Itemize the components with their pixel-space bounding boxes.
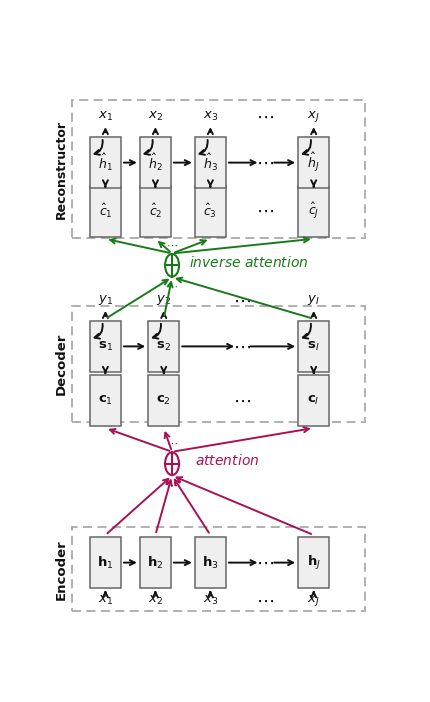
Text: $\cdots$: $\cdots$ xyxy=(233,392,251,409)
FancyBboxPatch shape xyxy=(195,186,226,237)
Text: $x_{2}$: $x_{2}$ xyxy=(148,110,163,124)
Text: $\mathbf{h}_2$: $\mathbf{h}_2$ xyxy=(147,555,164,571)
Text: $\hat{c}_J$: $\hat{c}_J$ xyxy=(308,201,319,221)
FancyBboxPatch shape xyxy=(90,321,121,372)
FancyBboxPatch shape xyxy=(90,375,121,426)
FancyBboxPatch shape xyxy=(90,537,121,588)
FancyBboxPatch shape xyxy=(148,375,179,426)
Text: $x_{3}$: $x_{3}$ xyxy=(203,110,218,124)
Text: $y_{2}$: $y_{2}$ xyxy=(156,293,171,307)
Text: $\cdots$: $\cdots$ xyxy=(256,202,274,220)
Text: $x_{3}$: $x_{3}$ xyxy=(203,594,218,607)
Text: $x_{1}$: $x_{1}$ xyxy=(98,110,113,124)
Text: $\mathbf{h}_J$: $\mathbf{h}_J$ xyxy=(307,554,321,571)
Text: $\mathbf{c}_I$: $\mathbf{c}_I$ xyxy=(307,394,320,407)
Circle shape xyxy=(165,254,179,277)
Text: $\cdots$: $\cdots$ xyxy=(256,592,274,609)
FancyBboxPatch shape xyxy=(140,537,171,588)
FancyBboxPatch shape xyxy=(298,375,329,426)
Text: $\cdots$: $\cdots$ xyxy=(256,554,274,571)
FancyBboxPatch shape xyxy=(298,321,329,372)
Text: $\cdots$: $\cdots$ xyxy=(233,338,251,355)
Text: Encoder: Encoder xyxy=(55,539,68,600)
Text: $\cdots$: $\cdots$ xyxy=(166,438,178,448)
Text: Decoder: Decoder xyxy=(55,333,68,395)
Text: $\mathbf{s}_I$: $\mathbf{s}_I$ xyxy=(307,340,320,353)
Text: $\mathbf{c}_1$: $\mathbf{c}_1$ xyxy=(98,394,113,407)
Text: $\hat{c}_3$: $\hat{c}_3$ xyxy=(203,202,217,220)
Text: $\cdots$: $\cdots$ xyxy=(166,479,178,489)
Text: $\hat{h}_1$: $\hat{h}_1$ xyxy=(98,152,113,173)
FancyBboxPatch shape xyxy=(90,186,121,237)
Text: $y_{1}$: $y_{1}$ xyxy=(98,293,113,307)
Text: $x_{J}$: $x_{J}$ xyxy=(307,110,320,124)
FancyBboxPatch shape xyxy=(90,137,121,188)
Text: $\cdots$: $\cdots$ xyxy=(256,107,274,126)
Text: $\mathbf{h}_3$: $\mathbf{h}_3$ xyxy=(202,555,219,571)
Text: $y_{I}$: $y_{I}$ xyxy=(307,293,320,307)
Text: $\hat{h}_3$: $\hat{h}_3$ xyxy=(203,152,218,173)
Text: $\cdots$: $\cdots$ xyxy=(233,291,251,310)
Text: $\mathbf{h}_1$: $\mathbf{h}_1$ xyxy=(97,555,114,571)
Text: $\cdots$: $\cdots$ xyxy=(166,240,178,250)
Text: $x_{J}$: $x_{J}$ xyxy=(307,593,320,608)
Text: $x_{2}$: $x_{2}$ xyxy=(148,594,163,607)
Text: $x_{1}$: $x_{1}$ xyxy=(98,594,113,607)
FancyBboxPatch shape xyxy=(140,137,171,188)
Text: $\hat{h}_J$: $\hat{h}_J$ xyxy=(307,151,320,174)
Text: $\hat{c}_1$: $\hat{c}_1$ xyxy=(98,202,112,220)
Text: $\mathbf{c}_2$: $\mathbf{c}_2$ xyxy=(156,394,171,407)
Circle shape xyxy=(165,452,179,475)
FancyBboxPatch shape xyxy=(148,321,179,372)
Text: $\it{attention}$: $\it{attention}$ xyxy=(195,453,260,468)
Text: $\hat{c}_2$: $\hat{c}_2$ xyxy=(149,202,162,220)
FancyBboxPatch shape xyxy=(298,537,329,588)
Text: $inverse$ $\it{attention}$: $inverse$ $\it{attention}$ xyxy=(189,255,308,270)
FancyBboxPatch shape xyxy=(140,186,171,237)
FancyBboxPatch shape xyxy=(298,186,329,237)
Text: $\mathbf{s}_1$: $\mathbf{s}_1$ xyxy=(98,340,113,353)
FancyBboxPatch shape xyxy=(298,137,329,188)
Text: $\hat{h}_2$: $\hat{h}_2$ xyxy=(148,152,163,173)
Text: $\cdots$: $\cdots$ xyxy=(166,281,178,291)
Text: Reconstructor: Reconstructor xyxy=(55,120,68,219)
Text: $\mathbf{s}_2$: $\mathbf{s}_2$ xyxy=(156,340,171,353)
FancyBboxPatch shape xyxy=(195,537,226,588)
Text: $\cdots$: $\cdots$ xyxy=(256,154,274,171)
FancyBboxPatch shape xyxy=(195,137,226,188)
